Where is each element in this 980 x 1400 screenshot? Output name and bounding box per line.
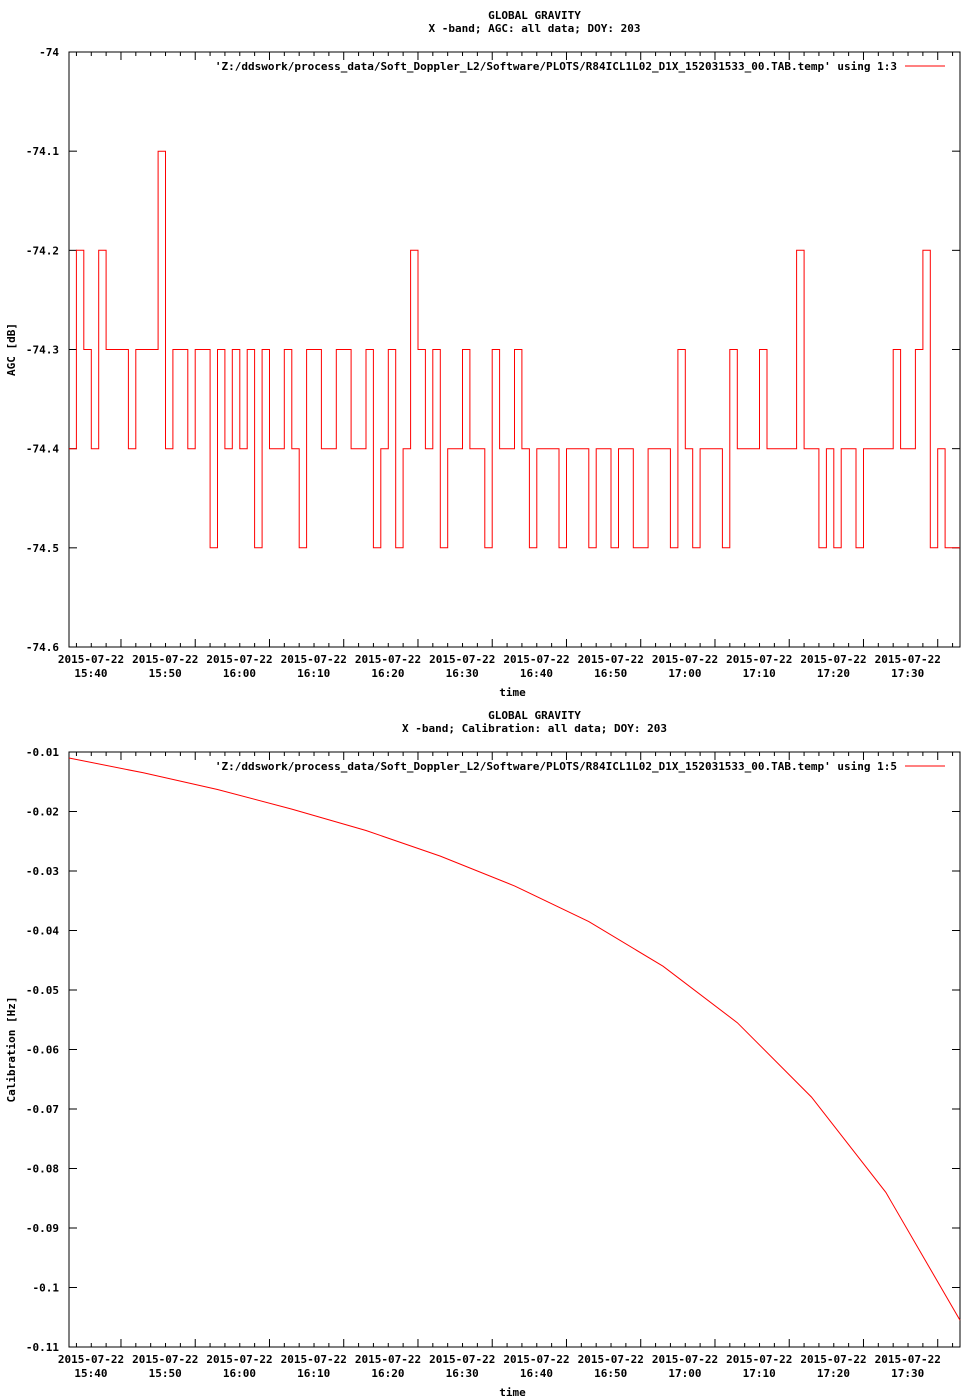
- x-tick-time-label: 17:00: [668, 667, 701, 680]
- x-tick-time-label: 16:20: [371, 667, 404, 680]
- x-tick-time-label: 16:00: [223, 667, 256, 680]
- y-tick-label: -0.07: [26, 1103, 59, 1116]
- y-tick-label: -0.09: [26, 1222, 59, 1235]
- x-tick-time-label: 16:40: [520, 1367, 553, 1380]
- x-tick-date-label: 2015-07-22: [578, 1353, 644, 1366]
- y-tick-label: -0.11: [26, 1341, 59, 1354]
- y-tick-label: -0.03: [26, 865, 59, 878]
- x-tick-time-label: 17:10: [743, 1367, 776, 1380]
- x-tick-time-label: 16:20: [371, 1367, 404, 1380]
- x-tick-time-label: 15:40: [74, 1367, 107, 1380]
- x-tick-time-label: 15:50: [149, 1367, 182, 1380]
- y-tick-label: -0.04: [26, 925, 59, 938]
- chart-subtitle: X -band; Calibration: all data; DOY: 203: [402, 722, 667, 735]
- y-tick-label: -0.1: [33, 1282, 60, 1295]
- x-tick-date-label: 2015-07-22: [281, 1353, 347, 1366]
- y-axis-label: AGC [dB]: [5, 323, 18, 376]
- x-tick-date-label: 2015-07-22: [132, 653, 198, 666]
- x-tick-date-label: 2015-07-22: [355, 653, 421, 666]
- x-tick-date-label: 2015-07-22: [206, 1353, 272, 1366]
- y-tick-label: -0.05: [26, 984, 59, 997]
- y-axis-label: Calibration [Hz]: [5, 997, 18, 1103]
- x-tick-time-label: 17:30: [891, 667, 924, 680]
- x-tick-date-label: 2015-07-22: [429, 653, 495, 666]
- x-tick-time-label: 17:10: [743, 667, 776, 680]
- x-axis-label: time: [499, 686, 526, 699]
- x-tick-time-label: 17:30: [891, 1367, 924, 1380]
- x-tick-time-label: 16:00: [223, 1367, 256, 1380]
- x-tick-time-label: 17:00: [668, 1367, 701, 1380]
- x-tick-time-label: 17:20: [817, 667, 850, 680]
- x-tick-date-label: 2015-07-22: [800, 1353, 866, 1366]
- y-tick-label: -0.06: [26, 1044, 59, 1057]
- plot-frame: [68, 751, 961, 1348]
- x-tick-date-label: 2015-07-22: [132, 1353, 198, 1366]
- x-tick-time-label: 16:30: [446, 667, 479, 680]
- legend-label: 'Z:/ddswork/process_data/Soft_Doppler_L2…: [215, 60, 897, 73]
- y-tick-label: -74.2: [26, 244, 59, 257]
- y-tick-label: -74.1: [26, 145, 59, 158]
- y-tick-label: -0.08: [26, 1163, 59, 1176]
- x-tick-date-label: 2015-07-22: [578, 653, 644, 666]
- x-tick-time-label: 15:40: [74, 667, 107, 680]
- x-tick-time-label: 15:50: [149, 667, 182, 680]
- x-tick-time-label: 16:30: [446, 1367, 479, 1380]
- chart-title: GLOBAL GRAVITY: [488, 709, 581, 722]
- x-tick-date-label: 2015-07-22: [652, 1353, 718, 1366]
- y-tick-label: -74.3: [26, 344, 59, 357]
- series-line: [68, 757, 961, 1321]
- x-tick-time-label: 16:40: [520, 667, 553, 680]
- x-tick-date-label: 2015-07-22: [206, 653, 272, 666]
- x-tick-time-label: 17:20: [817, 1367, 850, 1380]
- x-tick-date-label: 2015-07-22: [429, 1353, 495, 1366]
- y-tick-label: -0.02: [26, 806, 59, 819]
- y-tick-label: -74.5: [26, 542, 59, 555]
- x-tick-time-label: 16:50: [594, 1367, 627, 1380]
- y-tick-label: -0.01: [26, 746, 59, 759]
- x-tick-time-label: 16:10: [297, 667, 330, 680]
- x-tick-date-label: 2015-07-22: [355, 1353, 421, 1366]
- x-tick-date-label: 2015-07-22: [726, 653, 792, 666]
- chart-subtitle: X -band; AGC: all data; DOY: 203: [429, 22, 641, 35]
- x-axis-label: time: [499, 1386, 526, 1399]
- series-line: [69, 150, 960, 549]
- x-tick-time-label: 16:50: [594, 667, 627, 680]
- x-tick-date-label: 2015-07-22: [58, 653, 124, 666]
- x-tick-date-label: 2015-07-22: [503, 653, 569, 666]
- y-tick-label: -74.4: [26, 443, 59, 456]
- x-tick-time-label: 16:10: [297, 1367, 330, 1380]
- x-tick-date-label: 2015-07-22: [800, 653, 866, 666]
- chart-title: GLOBAL GRAVITY: [488, 9, 581, 22]
- x-tick-date-label: 2015-07-22: [875, 1353, 941, 1366]
- x-tick-date-label: 2015-07-22: [726, 1353, 792, 1366]
- y-tick-label: -74.6: [26, 641, 59, 654]
- x-tick-date-label: 2015-07-22: [58, 1353, 124, 1366]
- x-tick-date-label: 2015-07-22: [281, 653, 347, 666]
- x-tick-date-label: 2015-07-22: [503, 1353, 569, 1366]
- x-tick-date-label: 2015-07-22: [652, 653, 718, 666]
- legend-label: 'Z:/ddswork/process_data/Soft_Doppler_L2…: [215, 760, 897, 773]
- x-tick-date-label: 2015-07-22: [875, 653, 941, 666]
- y-tick-label: -74: [39, 46, 59, 59]
